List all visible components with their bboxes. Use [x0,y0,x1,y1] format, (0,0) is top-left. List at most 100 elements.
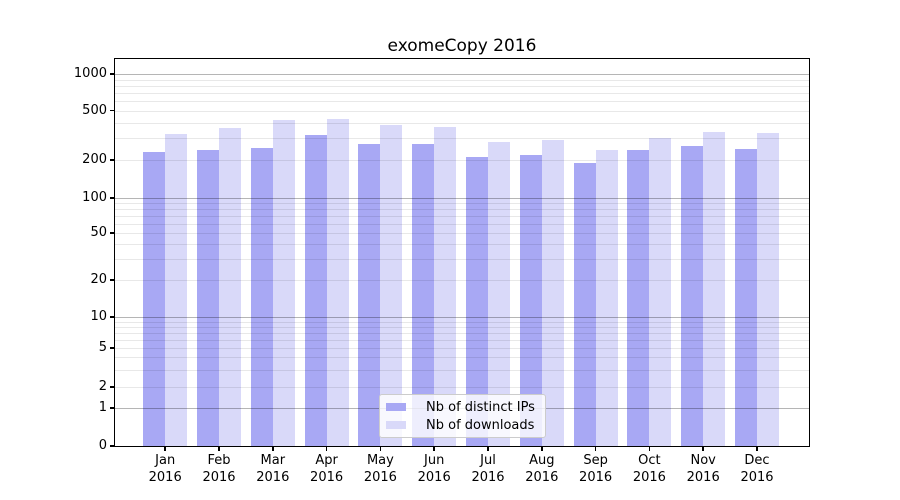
bar-downloads-aug [541,139,564,446]
gridline-minor [115,259,809,261]
gridline-minor [115,233,809,234]
y-tick-label: 500 [82,102,107,118]
legend: Nb of distinct IPs Nb of downloads [379,394,546,438]
x-tick-mark [541,446,543,451]
x-tick-mark [487,446,489,451]
gridline-minor [115,339,809,341]
y-tick-mark [110,109,115,112]
bar-downloads-jun [434,126,457,446]
bar-distinct-ips-sep [573,162,596,446]
y-tick-mark [110,316,115,318]
legend-label-distinct-ips: Nb of distinct IPs [426,399,535,415]
gridline-minor [115,79,809,81]
y-tick-label: 1000 [73,66,107,81]
bar-downloads-mar [272,120,295,446]
y-tick-mark [110,197,115,199]
y-tick-mark [110,159,115,161]
x-tick-label-dec: Dec 2016 [740,453,774,485]
x-tick-mark [325,446,328,451]
gridline-minor [115,387,809,388]
x-tick-label-jan: Jan 2016 [148,453,182,485]
gridline-minor [115,321,809,323]
plot-area [113,57,810,447]
bar-distinct-ips-nov [681,146,704,446]
gridline-minor [115,209,809,211]
bar-distinct-ips-jun [412,144,435,446]
y-tick-label: 0 [98,438,107,453]
x-tick-label-nov: Nov 2016 [686,453,720,485]
x-tick-mark [272,446,274,451]
bar-downloads-feb [219,127,241,446]
gridline-minor [115,357,809,359]
gridline-minor [115,280,809,281]
y-tick-mark [110,407,115,409]
bar-distinct-ips-jul [466,156,488,446]
gridline-minor [115,85,809,87]
legend-swatch-downloads [386,421,406,429]
y-tick-mark [110,445,115,447]
bar-distinct-ips-aug [519,155,542,446]
bar-downloads-nov [703,131,726,446]
gridline-major [115,317,809,318]
x-tick-label-jul: Jul 2016 [471,453,505,485]
y-tick-label: 200 [82,152,107,167]
bar-distinct-ips-dec [735,149,757,446]
legend-item-distinct-ips: Nb of distinct IPs [386,400,537,415]
bar-distinct-ips-feb [197,149,219,446]
chart-title: exomeCopy 2016 [387,36,537,56]
gridline-minor [115,203,809,205]
y-tick-mark [110,279,115,281]
x-tick-mark [648,446,651,451]
legend-item-downloads: Nb of downloads [386,418,537,433]
x-tick-mark [702,446,704,451]
bar-distinct-ips-mar [250,147,273,446]
x-tick-mark [594,446,597,451]
x-tick-label-jun: Jun 2016 [417,453,451,485]
gridline-minor [115,369,809,371]
x-tick-label-apr: Apr 2016 [310,453,344,485]
gridline-minor [115,332,809,334]
gridline-minor [115,326,809,328]
x-tick-mark [218,446,220,451]
y-tick-mark [110,232,115,234]
bar-downloads-jan [165,134,188,446]
gridline-minor [115,223,809,225]
plot-border [113,57,810,447]
y-tick-label: 100 [82,190,107,205]
bar-downloads-dec [757,133,779,446]
bar-downloads-jul [488,142,510,446]
gridline-minor [115,138,809,140]
gridline-minor [115,100,809,102]
x-tick-label-aug: Aug 2016 [525,453,559,485]
x-tick-label-sep: Sep 2016 [579,453,613,485]
bar-downloads-oct [649,138,672,446]
x-tick-mark [433,446,435,451]
bar-distinct-ips-may [358,143,381,446]
gridline-minor [115,244,809,246]
y-tick-label: 50 [90,225,107,240]
gridline-minor [115,160,809,161]
y-tick-label: 2 [98,379,107,394]
y-tick-label: 20 [90,272,107,287]
gridline-minor [115,92,809,94]
legend-swatch-distinct-ips [386,403,406,411]
gridline-major [115,74,809,75]
bar-distinct-ips-jan [143,152,166,446]
legend-label-downloads: Nb of downloads [426,417,535,433]
bar-distinct-ips-apr [304,135,327,446]
y-tick-mark [110,347,115,349]
bar-downloads-apr [326,119,349,446]
x-tick-mark [756,446,758,451]
gridline-minor [115,110,809,112]
gridline-minor [115,122,809,124]
x-tick-label-oct: Oct 2016 [632,453,666,485]
bar-downloads-sep [595,149,618,446]
gridline-major [115,198,809,199]
y-tick-mark [110,73,115,75]
y-tick-mark [110,386,115,388]
gridline-minor [115,348,809,349]
x-tick-label-mar: Mar 2016 [256,453,290,485]
x-tick-mark [164,446,166,451]
x-tick-label-feb: Feb 2016 [202,453,236,485]
